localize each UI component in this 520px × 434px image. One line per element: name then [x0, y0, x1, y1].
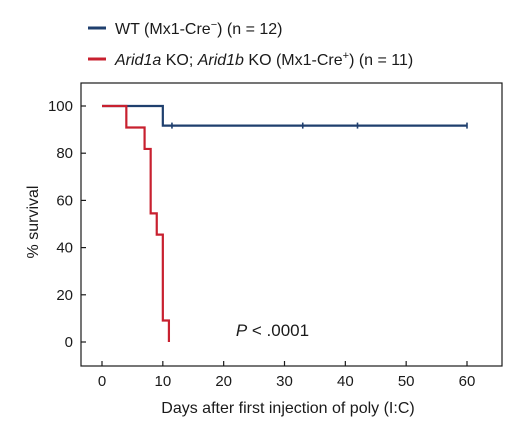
- y-axis-label: % survival: [25, 186, 42, 259]
- x-tick-label: 10: [154, 373, 171, 390]
- x-tick-label: 40: [337, 373, 354, 390]
- x-tick-label: 20: [215, 373, 232, 390]
- y-tick-label: 80: [56, 145, 73, 162]
- series-line-1: [102, 104, 171, 342]
- plot-frame: [80, 82, 503, 367]
- x-axis-ticks: 0 10 20 30 40 50 60: [98, 361, 476, 390]
- series-line-0: [102, 104, 467, 127]
- y-tick-label: 20: [56, 287, 73, 304]
- x-tick-label: 0: [98, 373, 106, 390]
- y-axis-ticks: 0 20 40 60 80 100: [48, 98, 86, 351]
- x-tick-label: 60: [459, 373, 476, 390]
- p-value-annotation: P < .0001: [236, 321, 309, 340]
- legend: WT (Mx1-Cre−) (n = 12) Arid1a KO; Arid1b…: [88, 19, 413, 69]
- legend-label-wt: WT (Mx1-Cre−) (n = 12): [115, 19, 283, 38]
- y-tick-label: 0: [65, 334, 73, 351]
- x-axis-label: Days after first injection of poly (I:C): [161, 400, 414, 417]
- x-tick-label: 30: [276, 373, 293, 390]
- y-tick-label: 40: [56, 240, 73, 257]
- legend-label-ko: Arid1a KO; Arid1b KO (Mx1-Cre+) (n = 11): [114, 50, 413, 69]
- x-tick-label: 50: [398, 373, 415, 390]
- y-tick-label: 100: [48, 98, 73, 115]
- series-layer: [102, 104, 468, 342]
- y-tick-label: 60: [56, 192, 73, 209]
